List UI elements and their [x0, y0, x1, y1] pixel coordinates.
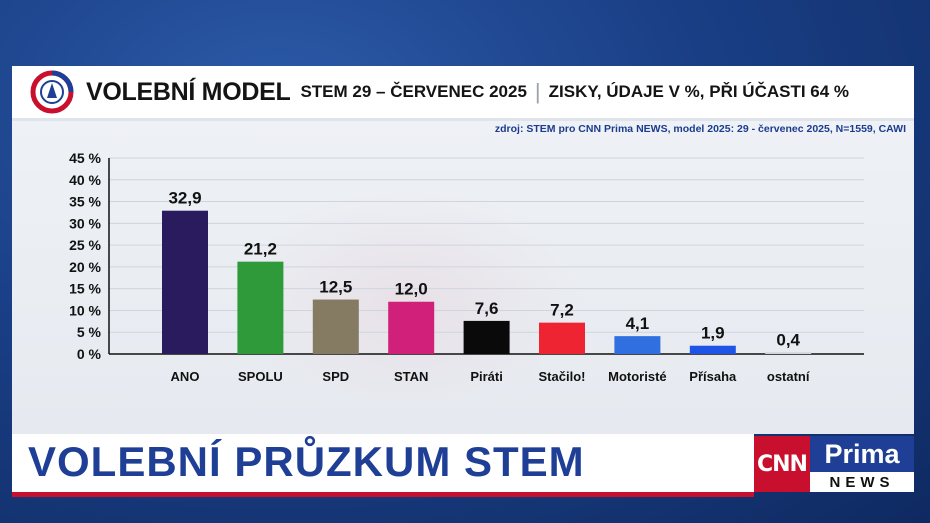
bar-chart: 0 % 5 % 10 % 15 % 20 % 25 % 30 % 35 % 40 % 45 % 32… [69, 150, 864, 384]
cnn-logo-text: CNN [757, 451, 808, 477]
bar-value-label: 4,1 [626, 314, 650, 333]
prima-logo: Prima [810, 436, 914, 472]
x-tick-label: Stačilo! [539, 369, 586, 384]
x-tick-label: SPOLU [238, 369, 283, 384]
bar-value-label: 1,9 [701, 324, 725, 343]
y-tick-label: 45 % [69, 150, 101, 166]
chart-subtitle: STEM 29 – ČERVENEC 2025 [300, 82, 527, 101]
background-watermark [227, 186, 587, 416]
bar-value-label: 0,4 [776, 330, 800, 349]
lower-third-banner: VOLEBNÍ PRŮZKUM STEM [12, 434, 754, 497]
bar [463, 320, 510, 354]
y-tick-label: 20 % [69, 259, 101, 275]
x-tick-label: Přísaha [689, 369, 737, 384]
y-tick-label: 25 % [69, 237, 101, 253]
bar-value-label: 7,2 [550, 301, 574, 320]
y-tick-label: 15 % [69, 281, 101, 297]
bar [162, 210, 208, 354]
chart-panel: VOLEBNÍ MODEL STEM 29 – ČERVENEC 2025 | … [12, 66, 914, 434]
x-tick-label: ostatní [767, 369, 810, 384]
chart-title: VOLEBNÍ MODEL [86, 77, 291, 106]
bar-value-label: 12,5 [319, 278, 352, 297]
y-tick-label: 35 % [69, 194, 101, 210]
banner-title: VOLEBNÍ PRŮZKUM STEM [28, 438, 585, 485]
bar [689, 345, 736, 354]
title-separator: | [534, 79, 541, 104]
x-tick-label: Motoristé [608, 369, 667, 384]
y-tick-label: 10 % [69, 302, 101, 318]
x-tick-label: ANO [171, 369, 200, 384]
bar-value-label: 32,9 [168, 189, 201, 208]
cnn-logo: CNN [754, 436, 810, 492]
y-tick-label: 0 % [77, 346, 102, 362]
stem-logo-icon [30, 70, 74, 114]
y-tick-label: 40 % [69, 172, 101, 188]
bar [388, 301, 435, 354]
y-tick-label: 30 % [69, 215, 101, 231]
x-tick-label: Piráti [470, 369, 503, 384]
news-logo-text: NEWS [829, 473, 895, 491]
y-tick-label: 5 % [77, 324, 102, 340]
chart-subtitle-detail: ZISKY, ÚDAJE V %, PŘI ÚČASTI 64 % [548, 82, 850, 101]
x-tick-label: SPD [322, 369, 349, 384]
chart-header: VOLEBNÍ MODEL STEM 29 – ČERVENEC 2025 | … [12, 66, 914, 121]
bar-value-label: 7,6 [475, 299, 499, 318]
source-note: zdroj: STEM pro CNN Prima NEWS, model 20… [494, 123, 906, 135]
bar [237, 261, 284, 354]
bar [312, 299, 359, 354]
news-logo: NEWS [810, 472, 914, 492]
bar [539, 322, 585, 354]
bar-value-label: 21,2 [244, 240, 277, 259]
x-tick-label: STAN [394, 369, 428, 384]
bar [765, 352, 812, 354]
bar-value-label: 12,0 [395, 280, 428, 299]
bar [614, 336, 661, 354]
prima-logo-text: Prima [824, 438, 900, 469]
